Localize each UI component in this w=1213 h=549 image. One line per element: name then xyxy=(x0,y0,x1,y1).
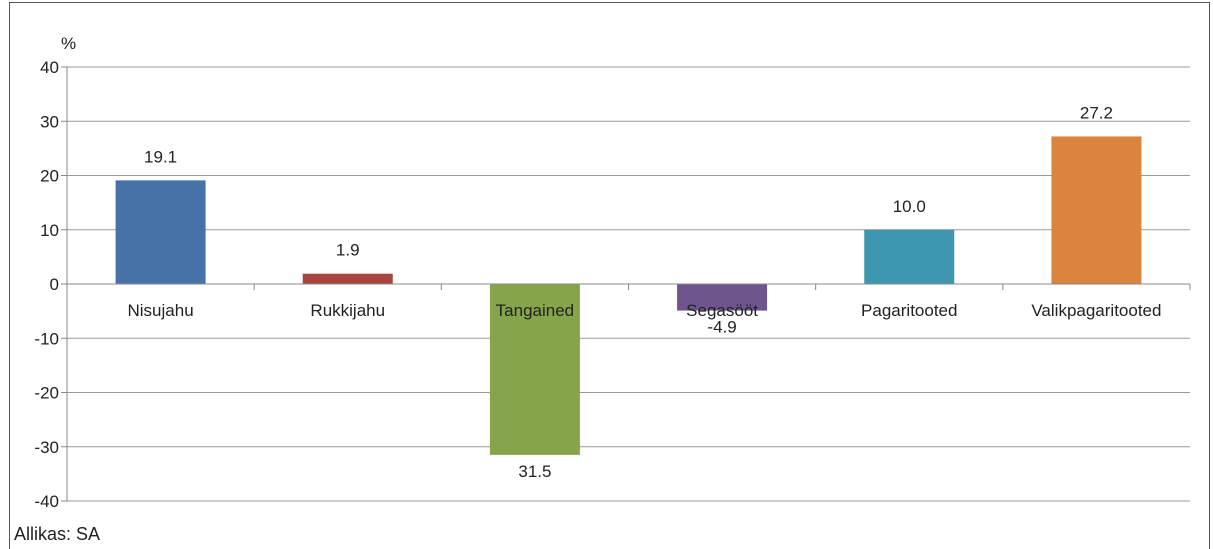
y-tick-label: -40 xyxy=(34,492,59,511)
data-labels: 19.1 1.9 31.5 -4.9 10.0 27.2 xyxy=(144,103,1113,480)
y-axis-ticks: 40 30 20 10 0 -10 -20 -30 -40 xyxy=(34,58,68,511)
y-axis-unit-label: % xyxy=(61,34,76,53)
bar-segasööt xyxy=(677,284,768,311)
category-label: Pagaritooted xyxy=(861,301,957,320)
category-label: Rukkijahu xyxy=(310,301,385,320)
bars xyxy=(115,136,1142,455)
category-labels: Nisujahu Rukkijahu Tangained Segasööt Pagari… xyxy=(66,284,1191,320)
y-tick-label: 20 xyxy=(40,167,59,186)
bar-tangained xyxy=(489,284,580,455)
y-tick-label: -20 xyxy=(34,384,59,403)
y-tick-label: 10 xyxy=(40,221,59,240)
bar-rukkijahu xyxy=(302,273,393,284)
bar-pagaritooted xyxy=(864,229,955,284)
gridlines xyxy=(67,66,1190,502)
y-tick-label: 40 xyxy=(40,58,59,77)
category-label: Tangained xyxy=(496,301,574,320)
category-label: Segasööt xyxy=(686,301,758,320)
y-tick-label: 0 xyxy=(50,275,59,294)
data-label: 1.9 xyxy=(336,241,360,260)
category-label: Valikpagaritooted xyxy=(1031,301,1161,320)
category-label: Nisujahu xyxy=(128,301,194,320)
bar-nisujahu xyxy=(115,180,206,284)
chart-frame xyxy=(9,2,1210,549)
y-tick-label: -10 xyxy=(34,329,59,348)
y-tick-label: 30 xyxy=(40,112,59,131)
bar-valikpagaritooted xyxy=(1051,136,1142,284)
data-label: 31.5 xyxy=(518,462,551,481)
source-note: Allikas: SA xyxy=(14,524,101,544)
data-label: 10.0 xyxy=(893,197,926,216)
data-label: -4.9 xyxy=(707,318,736,337)
data-label: 27.2 xyxy=(1080,103,1113,122)
y-tick-label: -30 xyxy=(34,438,59,457)
data-label: 19.1 xyxy=(144,147,177,166)
